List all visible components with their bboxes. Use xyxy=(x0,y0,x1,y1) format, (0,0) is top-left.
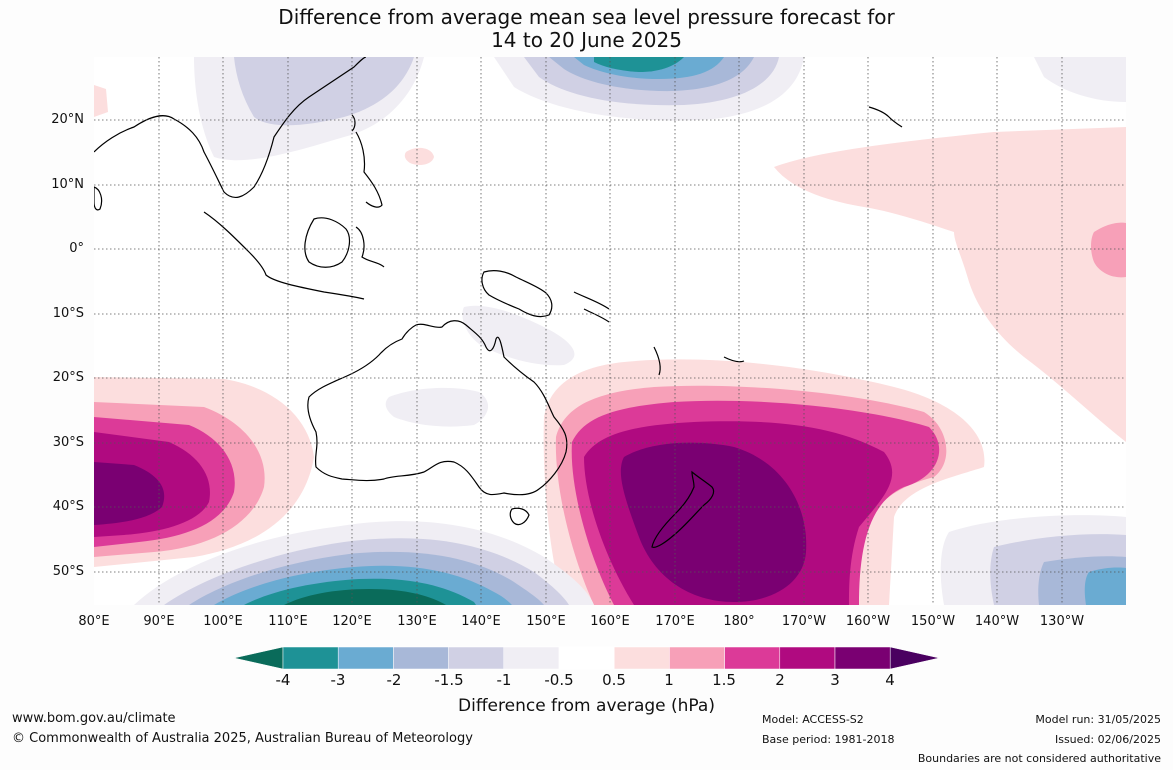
positive-anomaly-east-pacific xyxy=(94,85,1126,442)
philippines-outline xyxy=(355,131,383,208)
sumatra-java-outline xyxy=(203,211,365,300)
new-zealand-outline xyxy=(651,470,715,548)
colorbar-extend-low xyxy=(234,646,284,670)
colorbar-tick-label: 0.5 xyxy=(602,671,626,689)
colorbar-tick-label: -4 xyxy=(275,671,291,689)
lon-label-80e: 80°E xyxy=(78,614,110,629)
lon-label-100e: 100°E xyxy=(203,614,243,629)
footer-issued: Issued: 02/06/2025 xyxy=(1054,733,1161,746)
lon-label-120e: 120°E xyxy=(332,614,372,629)
colorbar-swatch xyxy=(724,646,781,670)
colorbar-tick-label: -2 xyxy=(386,671,402,689)
tasmania-outline xyxy=(509,507,530,526)
lon-label-90e: 90°E xyxy=(143,614,175,629)
lon-label-130w: 130°W xyxy=(1039,614,1085,629)
negative-anomaly-australia xyxy=(385,387,489,427)
lon-label-150w: 150°W xyxy=(910,614,956,629)
vanuatu-fiji-outline xyxy=(653,346,745,376)
negative-anomaly-coral-sea xyxy=(462,305,575,366)
sulawesi-outline xyxy=(355,226,385,268)
colorbar-tick-label: 3 xyxy=(830,671,840,689)
colorbar xyxy=(234,646,940,670)
lon-label-130e: 130°E xyxy=(397,614,437,629)
negative-anomaly-se-asia xyxy=(194,57,424,161)
footer-url: www.bom.gov.au/climate xyxy=(12,711,176,726)
lon-label-160e: 160°E xyxy=(590,614,630,629)
colorbar-swatch xyxy=(393,646,449,670)
colorbar-tick-label: 1 xyxy=(664,671,674,689)
colorbar-swatch xyxy=(613,646,670,670)
colorbar-title: Difference from average (hPa) xyxy=(458,696,715,716)
lat-label-50s: 50°S xyxy=(52,564,84,579)
lon-label-110e: 110°E xyxy=(268,614,308,629)
colorbar-swatch xyxy=(448,646,505,670)
colorbar-tick-label: -0.5 xyxy=(544,671,574,689)
lon-label-140e: 140°E xyxy=(461,614,501,629)
coastlines xyxy=(94,57,903,548)
colorbar-swatch xyxy=(503,646,560,670)
lat-label-0: 0° xyxy=(69,241,84,256)
lat-label-10s: 10°S xyxy=(52,306,84,321)
colorbar-swatch xyxy=(834,646,891,670)
footer-copyright: © Commonwealth of Australia 2025, Austra… xyxy=(12,731,473,746)
negative-anomaly-ne-corner xyxy=(1034,57,1126,102)
taiwan-outline xyxy=(351,114,356,132)
chart-title-line2: 14 to 20 June 2025 xyxy=(491,28,682,52)
negative-anomaly-north-pacific xyxy=(494,57,804,121)
lon-label-150e: 150°E xyxy=(526,614,566,629)
new-guinea-outline xyxy=(481,270,553,318)
colorbar-tick-label: 4 xyxy=(885,671,895,689)
colorbar-tick-label: -3 xyxy=(330,671,346,689)
solomon-islands-outline xyxy=(573,291,610,323)
lon-label-170w: 170°W xyxy=(781,614,827,629)
australia-outline xyxy=(307,320,568,496)
footer-model: Model: ACCESS-S2 xyxy=(762,713,864,726)
graticule xyxy=(94,57,1126,605)
lat-label-10n: 10°N xyxy=(51,177,84,192)
lat-label-20n: 20°N xyxy=(51,112,84,127)
colorbar-swatch xyxy=(337,646,394,670)
pressure-anomaly-map xyxy=(94,57,1126,605)
colorbar-tick-label: -1 xyxy=(496,671,512,689)
lat-label-30s: 30°S xyxy=(52,435,84,450)
positive-anomaly-tasman xyxy=(543,359,985,605)
lon-label-170e: 170°E xyxy=(655,614,695,629)
chart-title-line1: Difference from average mean sea level p… xyxy=(278,5,895,29)
sri-lanka-outline xyxy=(94,186,103,211)
colorbar-tick-label: -1.5 xyxy=(434,671,464,689)
positive-anomaly-indian-ocean xyxy=(94,377,314,567)
footer-base-period: Base period: 1981-2018 xyxy=(762,733,895,746)
footer-disclaimer: Boundaries are not considered authoritat… xyxy=(917,752,1161,765)
lat-label-20s: 20°S xyxy=(52,370,84,385)
lon-label-180: 180° xyxy=(723,614,755,629)
colorbar-swatch xyxy=(282,646,339,670)
hawaii-outline xyxy=(868,106,903,128)
colorbar-swatch xyxy=(669,646,725,670)
lon-label-160w: 160°W xyxy=(845,614,891,629)
colorbar-extend-high xyxy=(889,646,940,670)
colorbar-tick-label: 1.5 xyxy=(712,671,736,689)
borneo-outline xyxy=(304,217,351,268)
asia-mainland-outline xyxy=(94,57,367,199)
colorbar-tick-label: 2 xyxy=(775,671,785,689)
footer-model-run: Model run: 31/05/2025 xyxy=(1035,713,1161,726)
lat-label-40s: 40°S xyxy=(52,499,84,514)
colorbar-swatch xyxy=(558,646,615,670)
colorbar-swatch xyxy=(779,646,836,670)
lon-label-140w: 140°W xyxy=(974,614,1020,629)
negative-anomaly-south-pacific-east-peak xyxy=(1084,567,1126,605)
